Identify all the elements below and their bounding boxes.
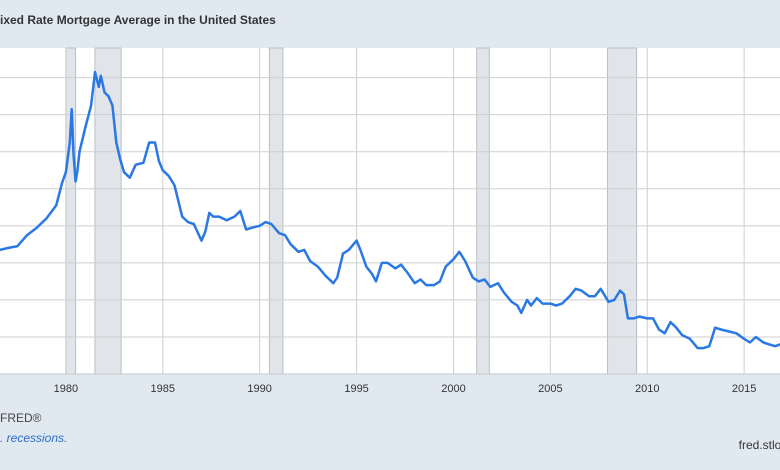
x-tick-label-2015: 2015: [732, 383, 756, 395]
x-tick-label-1995: 1995: [344, 383, 368, 395]
x-tick-label-2005: 2005: [538, 383, 562, 395]
plot-area: [0, 48, 780, 374]
x-tick-label-2000: 2000: [441, 383, 465, 395]
x-tick-labels: 1980 1985 1990 1995 2000 2005 2010 2015: [54, 383, 757, 395]
recession-bands: [65, 47, 638, 375]
recession-band-3: [476, 47, 490, 375]
recession-band-4: [607, 47, 638, 375]
recession-band-2: [268, 47, 284, 375]
series-line-0: [0, 70, 780, 350]
recession-band-0: [65, 47, 77, 375]
x-tick-label-2010: 2010: [635, 383, 659, 395]
series-layer: [0, 70, 780, 350]
x-tick-label-1980: 1980: [54, 383, 78, 395]
x-tick-label-1985: 1985: [151, 383, 175, 395]
x-tick-label-1990: 1990: [247, 383, 271, 395]
chart-title: ixed Rate Mortgage Average in the United…: [0, 13, 276, 27]
grid-lines: [0, 48, 780, 374]
recession-note-link[interactable]: . recessions.: [0, 431, 68, 445]
source-label: FRED®: [0, 411, 42, 425]
site-url: fred.stlou: [738, 438, 780, 452]
